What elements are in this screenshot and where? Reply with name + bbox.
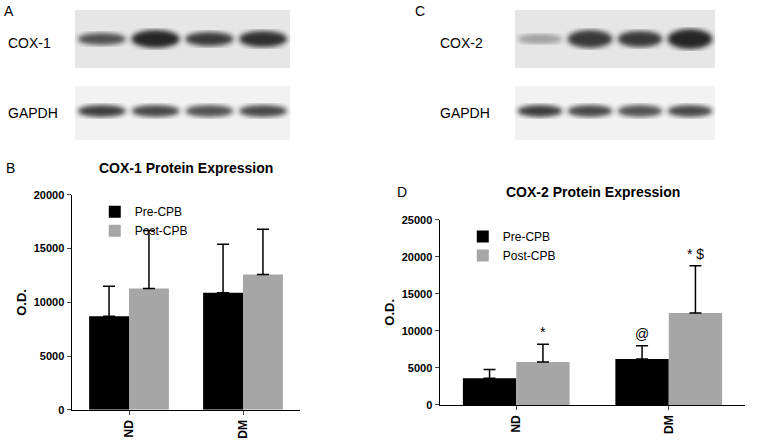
svg-text:D: D [397,184,407,200]
svg-text:COX-1 Protein Expression: COX-1 Protein Expression [99,160,273,176]
svg-text:@: @ [635,326,649,342]
svg-text:COX-1: COX-1 [8,35,51,51]
svg-text:Post-CPB: Post-CPB [135,224,188,238]
svg-text:O.D.: O.D. [14,289,29,316]
svg-text:O.D.: O.D. [382,299,397,326]
svg-text:DM: DM [662,415,676,434]
svg-text:0: 0 [426,399,432,411]
svg-text:DM: DM [236,420,250,439]
svg-text:COX-2: COX-2 [440,35,483,51]
svg-text:*: * [540,324,546,340]
svg-text:Pre-CPB: Pre-CPB [503,230,550,244]
svg-text:15000: 15000 [34,242,65,254]
svg-text:ND: ND [122,420,136,438]
svg-text:20000: 20000 [402,251,433,263]
svg-text:25000: 25000 [402,214,433,226]
svg-text:GAPDH: GAPDH [440,105,490,121]
svg-text:20000: 20000 [34,189,65,201]
svg-text:GAPDH: GAPDH [8,105,58,121]
svg-text:5000: 5000 [40,350,64,362]
svg-text:COX-2 Protein Expression: COX-2 Protein Expression [506,184,680,200]
svg-text:15000: 15000 [402,288,433,300]
svg-text:10000: 10000 [34,296,65,308]
svg-text:10000: 10000 [402,325,433,337]
svg-text:C: C [415,3,425,19]
svg-text:Post-CPB: Post-CPB [503,249,556,263]
svg-text:0: 0 [58,404,64,416]
svg-text:B: B [6,160,15,176]
svg-text:Pre-CPB: Pre-CPB [135,205,182,219]
svg-text:5000: 5000 [408,362,432,374]
svg-text:ND: ND [509,415,523,433]
svg-text:A: A [4,3,14,19]
svg-text:* $: * $ [687,246,704,262]
